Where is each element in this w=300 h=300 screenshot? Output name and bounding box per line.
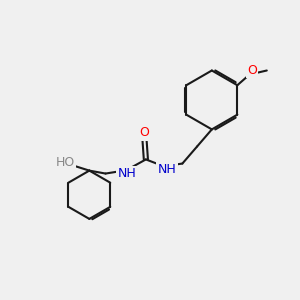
Text: O: O bbox=[247, 64, 257, 77]
Text: HO: HO bbox=[56, 156, 75, 169]
Text: NH: NH bbox=[158, 163, 176, 176]
Text: NH: NH bbox=[117, 167, 136, 180]
Text: O: O bbox=[140, 126, 149, 140]
